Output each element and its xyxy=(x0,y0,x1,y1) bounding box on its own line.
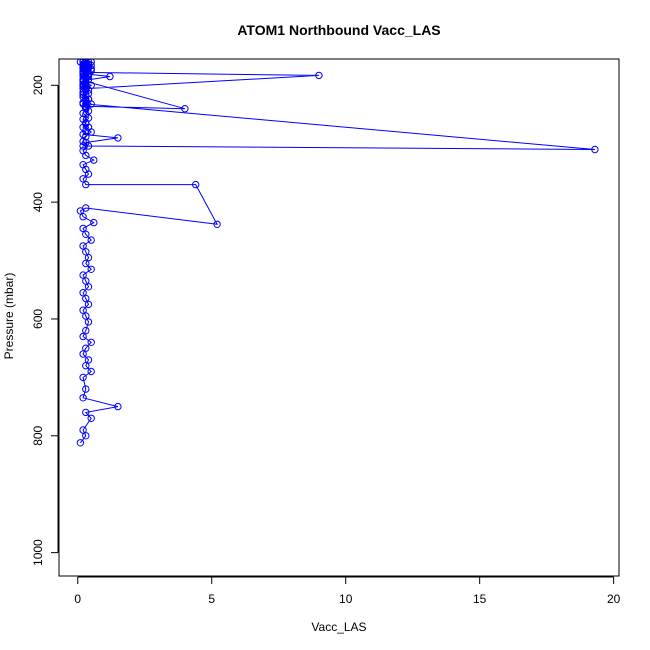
data-point xyxy=(79,85,87,93)
data-point xyxy=(84,300,93,309)
x-tick-label: 5 xyxy=(208,592,215,606)
data-point xyxy=(79,332,87,341)
data-point xyxy=(87,338,95,346)
data-point xyxy=(79,306,87,314)
chart-title: ATOM1 Northbound Vacc_LAS xyxy=(237,22,440,38)
x-tick-label: 10 xyxy=(339,592,353,606)
data-point xyxy=(87,367,95,376)
data-point xyxy=(82,408,90,417)
data-point xyxy=(90,156,98,164)
data-point xyxy=(87,81,95,90)
data-point xyxy=(181,105,189,113)
data-point xyxy=(84,283,93,291)
x-tick-label: 0 xyxy=(74,592,81,606)
data-point xyxy=(87,61,95,70)
y-tick-label: 200 xyxy=(31,75,45,95)
data-point xyxy=(79,289,87,297)
data-point xyxy=(84,318,93,326)
data-point xyxy=(79,147,87,155)
data-point xyxy=(79,394,87,402)
data-point xyxy=(82,259,90,268)
data-point xyxy=(82,362,90,370)
data-point xyxy=(79,373,87,382)
series-line xyxy=(79,59,595,444)
data-point xyxy=(76,439,85,447)
x-tick-label: 20 xyxy=(607,592,621,606)
x-axis-label: Vacc_LAS xyxy=(311,620,366,634)
data-point xyxy=(84,356,93,364)
data-point xyxy=(192,180,200,189)
data-point xyxy=(87,265,95,273)
data-point xyxy=(82,326,90,335)
plot-area xyxy=(76,59,599,447)
data-point xyxy=(82,277,90,285)
data-point xyxy=(84,253,93,262)
data-point xyxy=(79,161,87,169)
data-point xyxy=(82,294,90,303)
y-tick-label: 800 xyxy=(31,425,45,445)
data-point xyxy=(106,72,114,81)
data-point xyxy=(87,414,95,422)
data-point xyxy=(114,134,122,142)
data-point xyxy=(79,350,87,358)
x-axis: 0 5 10 15 20 xyxy=(74,576,621,606)
data-point xyxy=(79,426,87,434)
data-point xyxy=(82,138,90,147)
data-point xyxy=(79,213,87,221)
data-point xyxy=(82,59,90,64)
data-point xyxy=(82,312,90,320)
series-group xyxy=(76,59,599,447)
data-point xyxy=(90,218,98,227)
data-point xyxy=(82,180,90,189)
data-point xyxy=(114,402,122,411)
y-axis-label: Pressure (mbar) xyxy=(2,273,16,360)
x-tick-label: 15 xyxy=(473,592,487,606)
data-point xyxy=(315,71,323,80)
data-point xyxy=(82,248,90,256)
y-tick-label: 400 xyxy=(31,192,45,212)
data-point xyxy=(82,432,90,440)
data-point xyxy=(79,224,87,233)
plot-frame xyxy=(58,58,620,577)
data-point xyxy=(82,344,90,352)
data-point xyxy=(82,385,90,393)
data-point xyxy=(82,204,90,212)
data-point xyxy=(79,242,87,250)
data-point xyxy=(79,175,87,183)
data-point xyxy=(79,59,87,65)
y-tick-label: 1000 xyxy=(31,539,45,566)
data-point xyxy=(82,59,90,66)
data-point xyxy=(87,236,95,244)
data-point xyxy=(591,145,599,154)
data-point xyxy=(82,230,90,239)
y-axis: 200 400 600 800 1000 xyxy=(31,75,59,566)
y-tick-label: 600 xyxy=(31,309,45,329)
data-point xyxy=(79,99,87,107)
data-point xyxy=(79,271,87,279)
data-point xyxy=(213,220,221,229)
